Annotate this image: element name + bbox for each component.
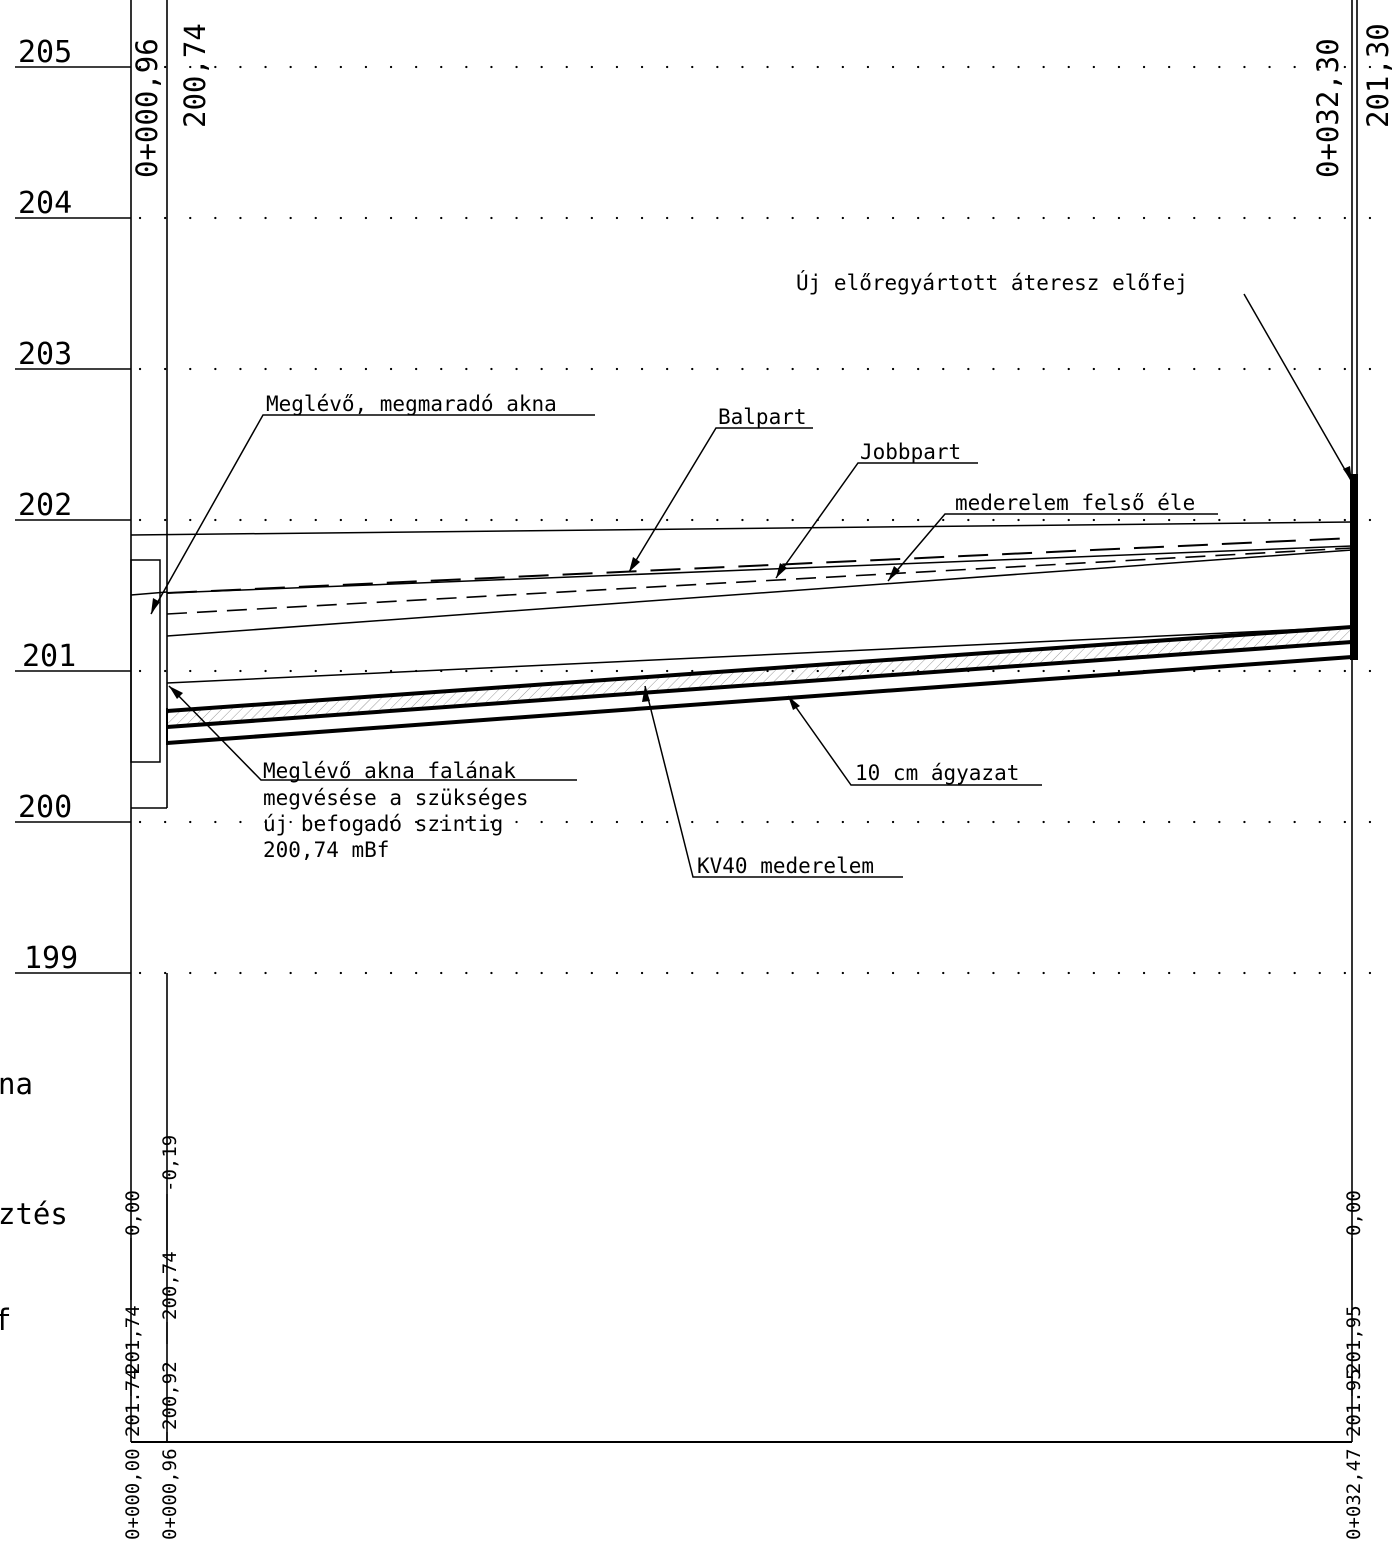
elevation-label-200: 200 — [18, 790, 72, 825]
left-fragment-2: ztés — [0, 1197, 68, 1231]
end-level-label: 201,30 — [1361, 23, 1393, 128]
left-col1-value-3: 0+000,00 201.74 — [122, 1368, 144, 1540]
left-col2-value-3: 200,92 — [159, 1361, 181, 1430]
annotations: Meglévő, megmaradó akna Balpart Jobbpart… — [266, 270, 1195, 878]
left-col1-value-2: 201,74 — [122, 1305, 144, 1374]
left-col2-value-4: 0+000,96 — [159, 1448, 181, 1540]
elevation-label-204: 204 — [18, 186, 72, 221]
wall-cut-note-line-1: Meglévő akna falának — [263, 759, 516, 783]
existing-shaft — [130, 521, 1353, 809]
bedding-bottom-line — [166, 655, 1353, 745]
elevation-label-199: 199 — [24, 941, 78, 976]
right-col-value-1: 0,00 — [1343, 1190, 1365, 1236]
top-station-labels: 0+000,96 200,74 0+032,30 201,30 — [130, 23, 1393, 178]
bottom-column-connectors — [130, 1194, 1353, 1442]
wall-cut-note-line-4: 200,74 mBf — [263, 838, 389, 862]
annotation-new-headwall: Új előregyártott áteresz előfej — [796, 270, 1188, 295]
wall-cut-note-line-3: új befogadó szintig — [263, 812, 503, 836]
left-col2-value-1: -0,19 — [159, 1135, 181, 1192]
bottom-columns: 0,00 201,74 0+000,00 201.74 -0,19 200,74… — [122, 1135, 1365, 1540]
left-bank-line — [166, 537, 1353, 594]
left-col1-value-1: 0,00 — [122, 1190, 144, 1236]
elevation-labels: 205 204 203 202 201 200 199 — [18, 35, 78, 976]
left-col2-value-2: 200,74 — [159, 1251, 181, 1320]
start-level-label: 200,74 — [178, 23, 212, 128]
leader-lines — [150, 293, 1353, 878]
annotation-bedding: 10 cm ágyazat — [855, 761, 1019, 785]
profile-lines — [166, 537, 1353, 684]
headwall-element — [1350, 474, 1358, 660]
annotation-channel-element: KV40 mederelem — [697, 854, 874, 878]
elevation-label-203: 203 — [18, 337, 72, 372]
annotation-channel-top-edge: mederelem felső éle — [955, 491, 1195, 515]
elevation-label-205: 205 — [18, 35, 72, 70]
channel-top-edge-line — [166, 547, 1353, 615]
end-station-label: 0+032,30 — [1311, 38, 1345, 178]
elevation-label-202: 202 — [18, 488, 72, 523]
right-col-value-2: 201,95 — [1343, 1305, 1365, 1374]
left-fragment-1: na — [0, 1067, 33, 1101]
hatched-channel-band — [167, 627, 1352, 727]
station-lines — [130, 0, 1358, 1443]
annotation-left-bank: Balpart — [718, 405, 807, 429]
start-station-label: 0+000,96 — [130, 38, 164, 178]
right-col-value-3: 0+032,47 201.95 — [1343, 1368, 1365, 1540]
elevation-ticks — [15, 66, 131, 974]
left-fragment-3: f — [0, 1303, 11, 1337]
wall-cut-note-line-2: megvésése a szükséges — [263, 786, 529, 810]
channel-rim-line — [166, 626, 1353, 684]
elevation-label-201: 201 — [22, 639, 76, 674]
annotation-existing-shaft: Meglévő, megmaradó akna — [266, 392, 557, 416]
left-margin-fragments: na ztés f — [0, 1067, 68, 1337]
right-bank-line — [166, 545, 1353, 594]
wall-cut-note: Meglévő akna falának megvésése a szükség… — [263, 759, 529, 862]
annotation-right-bank: Jobbpart — [860, 440, 961, 464]
leader-arrowheads — [151, 466, 1352, 710]
inner-profile-line — [166, 549, 1353, 637]
channel-element — [166, 625, 1353, 745]
